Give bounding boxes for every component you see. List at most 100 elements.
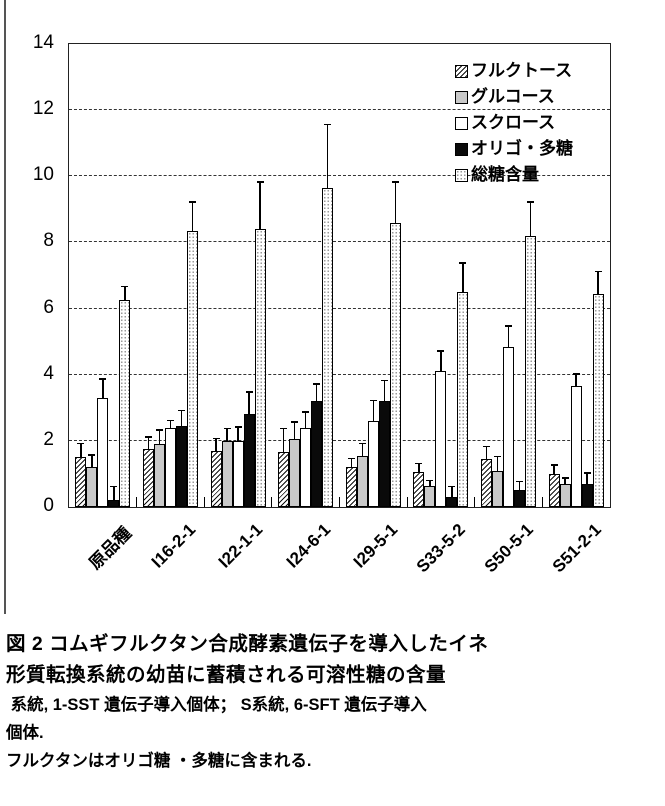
bar xyxy=(175,425,187,507)
y-tick-label: 4 xyxy=(43,362,54,384)
hatch-swatch-icon xyxy=(455,64,468,78)
y-tick-label: 14 xyxy=(32,32,54,53)
bar xyxy=(119,300,131,507)
error-bar xyxy=(191,202,194,231)
error-bar xyxy=(293,422,296,440)
bar xyxy=(581,483,593,507)
legend-item: オリゴ・多糖 xyxy=(455,136,573,162)
y-tick-label: 2 xyxy=(43,428,54,450)
error-bar-cap xyxy=(324,123,332,126)
error-bar-cap xyxy=(256,181,264,183)
error-bar xyxy=(429,481,431,486)
y-tick-label: 6 xyxy=(43,296,54,318)
gridline-y-8 xyxy=(69,241,610,243)
error-bar-cap xyxy=(155,429,163,431)
bar xyxy=(514,490,526,507)
bar xyxy=(311,401,323,507)
error-bar-cap xyxy=(415,462,423,465)
bar xyxy=(186,230,198,507)
error-bar xyxy=(326,125,329,188)
error-bar xyxy=(462,263,464,293)
error-bar xyxy=(124,287,126,301)
error-bar-cap xyxy=(245,391,253,393)
category-boundary-tick xyxy=(136,497,138,507)
error-bar-cap xyxy=(380,379,388,382)
x-category-label: I16-2-1 xyxy=(147,520,199,572)
bar xyxy=(86,467,98,507)
error-bar-cap xyxy=(313,383,321,385)
category-boundary-tick xyxy=(271,497,273,507)
error-bar-cap xyxy=(426,479,434,482)
error-bar-cap xyxy=(280,427,288,430)
bar xyxy=(525,235,537,507)
error-bar xyxy=(575,374,577,387)
caption-note-line-1: 系統, 1-SST 遺伝子導入個体； S系統, 6-SFT 遺伝子導入 xyxy=(6,696,427,714)
bar xyxy=(75,457,87,507)
error-bar-cap xyxy=(234,426,242,428)
bar xyxy=(97,397,109,507)
error-bar xyxy=(529,202,532,236)
error-bar xyxy=(350,459,353,468)
error-bar xyxy=(586,473,588,484)
error-bar xyxy=(102,379,104,398)
bar xyxy=(570,386,582,507)
error-bar-cap xyxy=(516,480,524,483)
category-boundary-tick xyxy=(406,497,408,507)
bar xyxy=(446,497,458,507)
error-bar-cap xyxy=(369,399,377,402)
error-bar xyxy=(496,457,499,471)
error-bar-cap xyxy=(302,411,310,413)
error-bar-cap xyxy=(505,325,513,327)
caption-note-line-3: フルクタンはオリゴ糖 ・多糖に含まれる. xyxy=(6,752,312,770)
error-bar-cap xyxy=(391,181,399,183)
legend-item: スクロース xyxy=(455,110,573,136)
error-bar-cap xyxy=(437,350,445,352)
legend-label: フルクトース xyxy=(471,61,573,80)
category-boundary-tick xyxy=(203,497,205,507)
error-bar-cap xyxy=(144,436,152,438)
legend-label: 総糖含量 xyxy=(471,165,539,184)
x-category-label: S33-5-2 xyxy=(413,520,470,577)
error-bar-cap xyxy=(594,270,602,273)
bar xyxy=(254,229,266,507)
legend-label: スクロース xyxy=(471,113,556,132)
error-bar-cap xyxy=(550,464,558,466)
category-boundary-tick xyxy=(338,497,341,507)
x-category-label: I22-1-1 xyxy=(214,520,267,572)
error-bar-cap xyxy=(121,285,129,288)
legend-item: フルクトース xyxy=(455,58,573,84)
error-bar-cap xyxy=(77,442,85,445)
error-bar xyxy=(564,478,566,484)
bar xyxy=(243,414,255,507)
bar xyxy=(153,444,165,507)
black-swatch-icon xyxy=(455,142,468,156)
gridline-y-12 xyxy=(69,109,610,111)
x-category-label: I29-5-1 xyxy=(350,520,402,572)
bar xyxy=(289,439,301,507)
caption-note-line-2: 個体. xyxy=(6,724,44,742)
error-bar xyxy=(113,487,115,501)
error-bar-cap xyxy=(358,442,366,445)
x-category-label: S51-2-1 xyxy=(548,520,605,577)
bar xyxy=(503,346,515,507)
bar xyxy=(142,449,154,507)
error-bar-cap xyxy=(459,262,467,264)
error-bar xyxy=(597,272,599,294)
y-tick-label: 0 xyxy=(43,495,54,516)
error-bar xyxy=(315,384,318,402)
error-bar xyxy=(169,421,172,428)
legend-item: グルコース xyxy=(455,84,573,110)
error-bar-cap xyxy=(177,409,185,412)
error-bar-cap xyxy=(583,472,591,474)
error-bar-cap xyxy=(561,477,569,479)
gridline-y-10 xyxy=(69,175,610,177)
error-bar xyxy=(451,487,453,498)
bar xyxy=(435,371,447,507)
error-bar xyxy=(372,401,375,422)
caption-title-line-1: 図 2 コムギフルクタン合成酵素遺伝子を導入したイネ xyxy=(6,633,489,655)
bar xyxy=(164,427,176,507)
error-bar-cap xyxy=(223,427,231,430)
error-bar-cap xyxy=(188,201,196,203)
x-category-label: I24-6-1 xyxy=(282,520,335,572)
bar xyxy=(367,421,379,507)
